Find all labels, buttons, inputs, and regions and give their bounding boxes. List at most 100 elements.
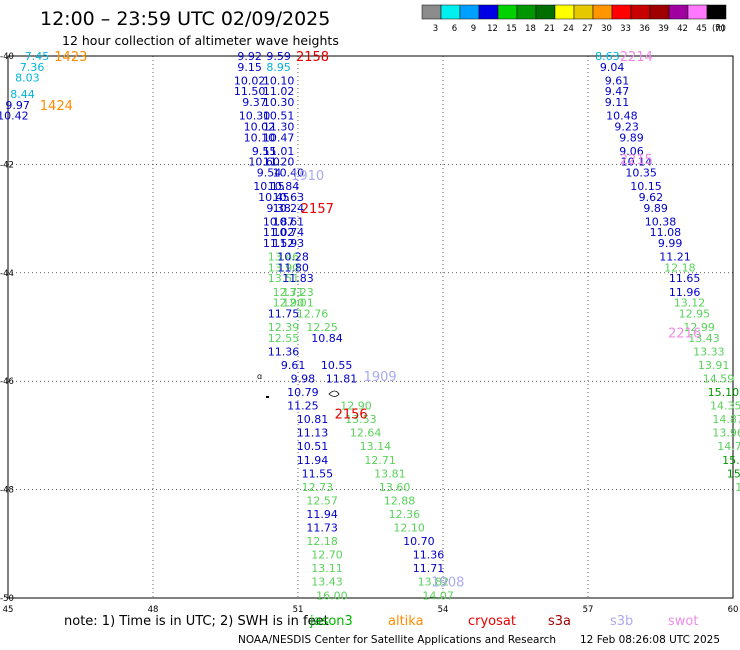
swh-point: 10.84: [268, 180, 300, 193]
swh-point: 15.20: [727, 467, 740, 480]
grid-lines: [8, 56, 733, 598]
colorbar-swatch: [649, 4, 670, 20]
swh-point: 11.73: [306, 522, 338, 535]
swh-point: 9.47: [605, 85, 630, 98]
x-tick-label: 51: [293, 605, 304, 615]
pass-time-label: 1909: [364, 370, 397, 385]
swh-point: 8.44: [10, 88, 35, 101]
swh-point: 13.46: [268, 251, 300, 264]
colorbar-unit: (ft): [712, 24, 725, 34]
y-tick-label: -44: [0, 269, 14, 279]
island-outline: [328, 390, 340, 397]
swh-point: 11.13: [297, 427, 329, 440]
x-tick-label: 54: [438, 605, 449, 615]
swh-point: 10.87: [263, 215, 295, 228]
swh-point: 11.08: [650, 226, 682, 239]
swh-point: 12.71: [273, 286, 305, 299]
y-tick-label: -50: [0, 594, 14, 604]
swh-point: 14.59: [703, 372, 735, 385]
swh-point: 9.15: [237, 61, 262, 74]
swh-point: 10.55: [321, 359, 353, 372]
colorbar-tick-label: 36: [639, 24, 650, 34]
swh-point: 11.80: [277, 261, 309, 274]
swh-point: 10.63: [273, 191, 305, 204]
pass-time-label: 2157: [301, 202, 334, 217]
swh-point: 9.61: [605, 74, 630, 87]
x-tick-label: 60: [728, 605, 739, 615]
swh-point: 13.11: [311, 562, 343, 575]
swh-point: 10.61: [273, 215, 305, 228]
swh-point: 10.02: [234, 74, 266, 87]
colorbar-swatch: [440, 4, 461, 20]
colorbar-swatch: [497, 4, 518, 20]
y-tick-label: -48: [0, 486, 14, 496]
swh-point: 11.75: [268, 307, 300, 320]
swh-point: 10.40: [273, 167, 305, 180]
swh-point: 11.02: [263, 226, 295, 239]
swh-point: 12.64: [350, 427, 382, 440]
swh-point: 15.49: [722, 454, 740, 467]
pass-time-label: 1423: [54, 50, 87, 65]
satellite-legend-item: s3a: [548, 614, 571, 629]
swh-point: 12.71: [364, 454, 396, 467]
swh-point: 10.10: [263, 74, 295, 87]
swh-point: 13.53: [345, 413, 377, 426]
swh-point: 14.3: [735, 481, 740, 494]
swh-point: 13.81: [374, 467, 406, 480]
footer-credit: NOAA/NESDIS Center for Satellite Applica…: [238, 634, 556, 646]
swh-point: 9.04: [600, 61, 625, 74]
swh-point: 10.15: [630, 180, 662, 193]
swh-point: 10.79: [287, 386, 319, 399]
swh-point: 12.70: [311, 549, 343, 562]
chart-title: 12:00 – 23:59 UTC 02/09/2025: [40, 8, 330, 30]
island-shape: ɑ: [257, 372, 262, 381]
swh-point: 11.96: [669, 286, 701, 299]
swh-point: 10.35: [625, 167, 657, 180]
swh-point: 9.89: [619, 131, 644, 144]
swh-point: 11.20: [263, 156, 295, 169]
colorbar-tick-label: 21: [544, 24, 555, 34]
colorbar-tick-label: 39: [658, 24, 669, 34]
y-tick-label: -40: [0, 52, 14, 62]
swh-point: 11.02: [263, 85, 295, 98]
swh-point: 10.14: [621, 156, 653, 169]
plot-frame: [7, 55, 734, 599]
swh-point: 12.55: [268, 332, 300, 345]
swh-point: 11.52: [263, 237, 295, 250]
pass-time-label: 2215: [620, 153, 653, 168]
y-tick-labels: -40 -42 -44 -46 -48 -50: [0, 52, 14, 604]
pass-time-label: 2214: [620, 50, 653, 65]
swh-point: 12.01: [282, 297, 314, 310]
colorbar-tick-label: 18: [525, 24, 536, 34]
satellite-legend-item: swot: [668, 614, 698, 629]
swh-point: 10.30: [263, 96, 295, 109]
swh-point: 12.10: [393, 522, 425, 535]
swh-point: 10.02: [244, 120, 276, 133]
swh-point: 9.61: [281, 359, 306, 372]
swh-point: 11.25: [287, 400, 319, 413]
pass-time-label: 1424: [40, 99, 73, 114]
colorbar-tick-label: 27: [582, 24, 593, 34]
swh-point: 12.99: [683, 321, 715, 334]
swh-point: 11.71: [413, 562, 445, 575]
colorbar-swatch: [535, 4, 556, 20]
swh-point: 11.93: [273, 237, 305, 250]
colorbar-swatch: [687, 4, 708, 20]
swh-point: 10.51: [297, 440, 329, 453]
swh-point: 10.15: [253, 180, 285, 193]
satellite-legend-item: jason3: [309, 614, 353, 629]
satellite-legend: jason3 altika cryosat s3a s3b swot: [309, 614, 698, 629]
swh-point: 9.54: [257, 167, 282, 180]
swh-point: 10.51: [263, 110, 295, 123]
swh-point: 12.73: [302, 481, 334, 494]
colorbar-swatch: [611, 4, 632, 20]
x-tick-label: 48: [148, 605, 159, 615]
colorbar-swatch: [630, 4, 651, 20]
swh-point: 13.43: [311, 576, 343, 589]
swh-point: 10.60: [248, 156, 280, 169]
colorbar-tick-label: 33: [620, 24, 631, 34]
swh-point: 15.10: [708, 386, 740, 399]
swh-point: 13.60: [379, 481, 411, 494]
swh-point: 14.07: [422, 589, 454, 602]
